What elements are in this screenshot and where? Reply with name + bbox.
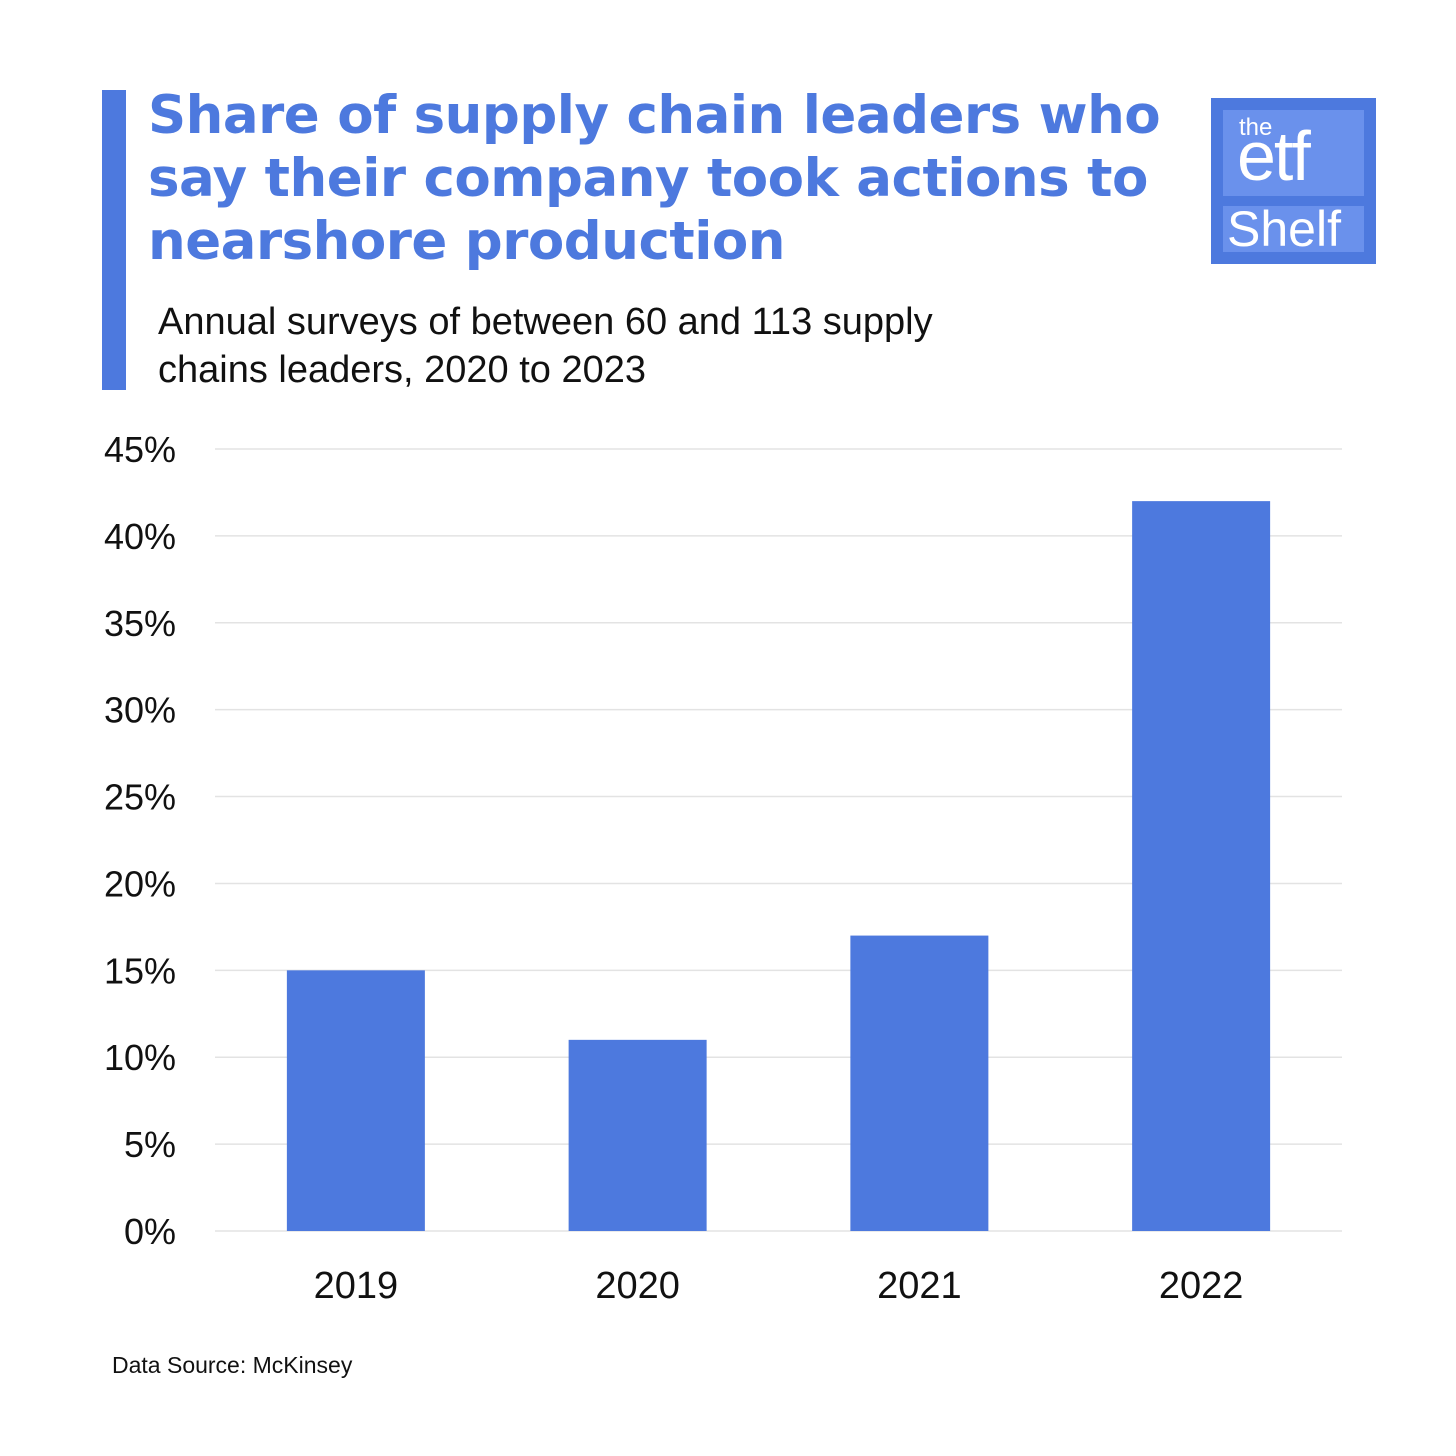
bar-2019 bbox=[286, 970, 425, 1231]
x-tick-label: 2021 bbox=[877, 1265, 962, 1307]
y-tick-label: 35% bbox=[104, 603, 176, 644]
data-source-note: Data Source: McKinsey bbox=[112, 1352, 353, 1378]
etf-shelf-logo: the etf Shelf bbox=[1211, 98, 1376, 264]
x-tick-label: 2020 bbox=[595, 1265, 680, 1307]
x-axis-labels: 2019 2020 2021 2022 bbox=[314, 1265, 1244, 1307]
y-tick-label: 25% bbox=[104, 777, 176, 818]
x-tick-label: 2022 bbox=[1159, 1265, 1244, 1307]
y-tick-label: 5% bbox=[124, 1124, 176, 1165]
logo-text-shelf: Shelf bbox=[1227, 201, 1341, 257]
logo-text-etf: etf bbox=[1237, 117, 1311, 195]
title-accent-bar bbox=[102, 90, 126, 390]
bar-2022 bbox=[1132, 501, 1271, 1232]
y-tick-label: 30% bbox=[104, 690, 176, 731]
y-tick-label: 45% bbox=[104, 429, 176, 470]
y-tick-label: 0% bbox=[124, 1211, 176, 1252]
y-tick-label: 20% bbox=[104, 863, 176, 904]
y-tick-label: 10% bbox=[104, 1037, 176, 1078]
chart-title: Share of supply chain leaders who say th… bbox=[148, 85, 1161, 272]
y-axis-ticks: 0% 5% 10% 15% 20% 25% 30% 35% 40% 45% bbox=[104, 429, 176, 1252]
y-tick-label: 15% bbox=[104, 950, 176, 991]
x-tick-label: 2019 bbox=[314, 1265, 399, 1307]
bar-2020 bbox=[568, 1039, 707, 1231]
bars bbox=[286, 501, 1271, 1232]
logo-text-the: the bbox=[1239, 114, 1273, 141]
y-tick-label: 40% bbox=[104, 516, 176, 557]
logo-divider bbox=[1223, 196, 1364, 206]
chart-subtitle: Annual surveys of between 60 and 113 sup… bbox=[158, 301, 933, 391]
logo-inner-panel: the etf Shelf bbox=[1223, 110, 1364, 256]
bar-2021 bbox=[850, 935, 989, 1231]
